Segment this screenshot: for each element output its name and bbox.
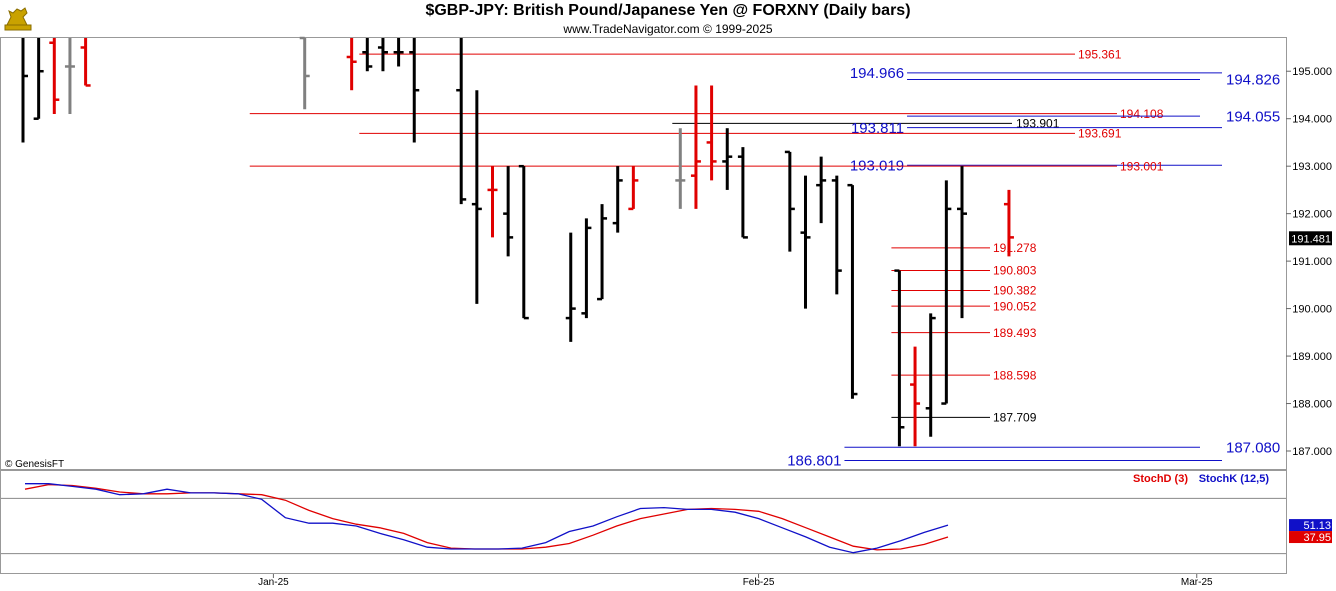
ohlc-bar [800, 175, 811, 309]
level-label: 189.493 [993, 326, 1037, 340]
y-tick-label: 191.000 [1292, 256, 1332, 268]
ohlc-bar [706, 85, 717, 181]
x-tick-label: Jan-25 [258, 577, 289, 588]
ohlc-bar [1003, 189, 1014, 257]
ohlc-bar [831, 175, 842, 295]
stochk-value-label: 51.13 [1303, 520, 1331, 532]
ohlc-bar [612, 166, 623, 233]
date-x-axis: Jan-25 Feb-25 Mar-25 © GenesisFT [5, 459, 1213, 588]
ohlc-bar [894, 269, 905, 447]
y-tick-label: 195.000 [1292, 66, 1332, 78]
level-label: 195.361 [1078, 47, 1122, 61]
ohlc-bar [816, 156, 827, 224]
y-tick-label: 194.000 [1292, 114, 1332, 126]
ohlc-bar [675, 128, 686, 209]
level-label: 190.052 [993, 299, 1037, 313]
ohlc-bar [362, 38, 373, 72]
level-label: 193.691 [1078, 127, 1122, 141]
stochd-value-label: 37.95 [1303, 532, 1331, 544]
ohlc-bar [581, 218, 592, 319]
y-tick-label: 192.000 [1292, 209, 1332, 221]
watermark-label: © GenesisFT [5, 459, 64, 470]
ohlc-bar [847, 183, 858, 399]
ohlc-bar [941, 180, 952, 405]
level-label: 194.055 [1226, 108, 1280, 125]
genesis-bull-logo-icon [3, 3, 33, 33]
level-label: 194.108 [1120, 107, 1164, 121]
price-y-axis: 195.000 194.000 193.000 192.000 191.000 190.0… [1286, 66, 1332, 458]
ohlc-bar [784, 150, 795, 252]
x-tick-label: Feb-25 [743, 577, 775, 588]
level-label: 191.278 [993, 241, 1037, 255]
ohlc-bars [18, 22, 1014, 447]
stochk-value-box [1289, 519, 1332, 532]
last-price-box [1289, 231, 1332, 246]
y-tick-label: 190.000 [1292, 304, 1332, 316]
ohlc-bar [377, 38, 388, 72]
legend-stochk: StochK (12,5) [1199, 473, 1270, 485]
stoch-series-line [25, 483, 949, 554]
level-label: 186.801 [787, 453, 841, 470]
ohlc-bar [80, 38, 91, 87]
price-panel-frame [0, 37, 1287, 470]
ohlc-bar [393, 38, 404, 67]
level-label: 193.001 [1120, 159, 1164, 173]
support-resistance-levels: 195.361 194.966 194.826 194.108 194.055 193.9… [249, 47, 1280, 470]
ohlc-bar [487, 166, 498, 238]
chart-title: $GBP-JPY: British Pound/Japanese Yen @ F… [425, 2, 911, 19]
level-label: 187.709 [993, 411, 1037, 425]
ohlc-bar [565, 232, 576, 342]
ohlc-bar [471, 90, 482, 304]
level-label: 190.382 [993, 284, 1037, 298]
level-label: 193.811 [851, 120, 904, 137]
y-tick-label: 188.000 [1292, 399, 1332, 411]
y-tick-label: 187.000 [1292, 446, 1332, 458]
ohlc-bar [722, 128, 733, 190]
level-label: 190.803 [993, 264, 1037, 278]
level-label: 188.598 [993, 368, 1037, 382]
legend-stochd: StochD (3) [1133, 473, 1188, 485]
level-label: 193.901 [1016, 117, 1060, 131]
last-price-label: 191.481 [1291, 233, 1331, 245]
ohlc-bar [925, 313, 936, 437]
ohlc-bar [33, 38, 44, 120]
y-tick-label: 189.000 [1292, 351, 1332, 363]
y-tick-label: 193.000 [1292, 161, 1332, 173]
ohlc-bar [456, 38, 467, 205]
ohlc-bar [957, 166, 967, 319]
level-label: 194.966 [850, 65, 904, 82]
ohlc-bar [628, 166, 639, 211]
ohlc-bar [737, 147, 748, 239]
ohlc-bar [910, 346, 921, 447]
ohlc-bar [346, 38, 357, 91]
stochastic-panel-frame [0, 470, 1287, 574]
level-label: 187.080 [1226, 439, 1280, 456]
ohlc-bar [299, 36, 310, 110]
ohlc-bar [597, 204, 608, 301]
ohlc-bar [518, 164, 529, 320]
ohlc-bar [49, 38, 60, 114]
stochastic-lines [1, 483, 1286, 555]
stochd-value-box [1289, 531, 1332, 544]
level-label: 194.826 [1226, 72, 1280, 89]
ohlc-bar [690, 85, 701, 209]
ohlc-bar [503, 166, 514, 257]
chart-subtitle: www.TradeNavigator.com © 1999-2025 [563, 22, 773, 36]
ohlc-bar [409, 38, 420, 143]
x-tick-label: Mar-25 [1181, 577, 1213, 588]
ohlc-bar [64, 38, 75, 114]
